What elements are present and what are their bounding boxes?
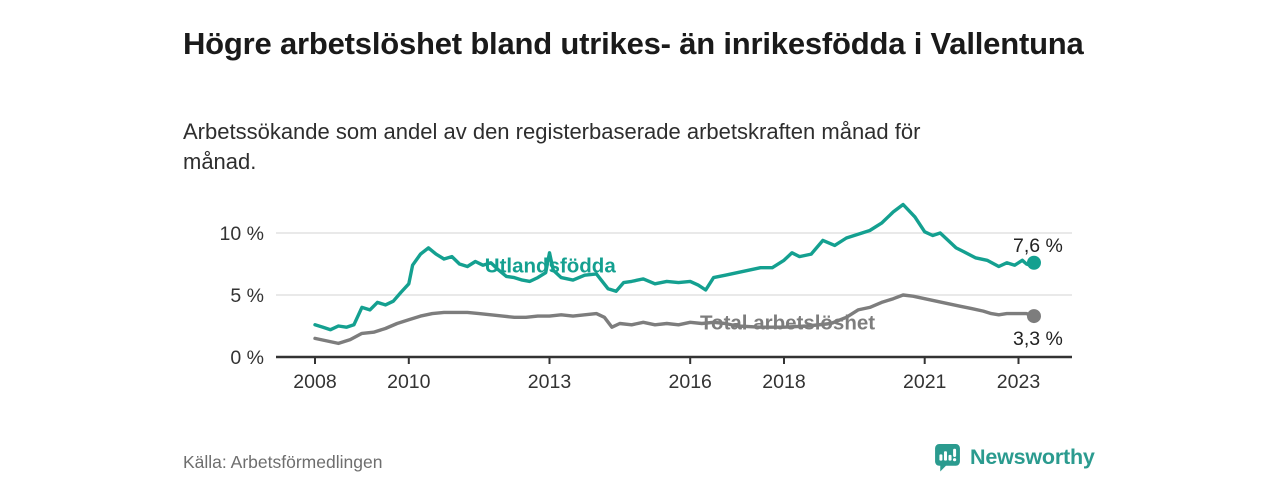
y-tick-label: 5 % bbox=[230, 285, 264, 307]
newsworthy-logo: Newsworthy bbox=[934, 443, 1095, 472]
series-label-total: Total arbetslöshet bbox=[700, 312, 875, 335]
series-label-utlandsfodda: Utlandsfödda bbox=[485, 255, 617, 278]
series-line-utlandsfodda bbox=[313, 202, 1036, 332]
chart-title: Högre arbetslöshet bland utrikes- än inr… bbox=[183, 25, 1084, 61]
x-tick-label: 2008 bbox=[293, 371, 336, 393]
series-end-dot-utlandsfodda bbox=[1026, 255, 1041, 270]
speech-bubble-bar-chart-icon bbox=[935, 444, 960, 472]
chart-subtitle: Arbetssökande som andel av den registerb… bbox=[183, 119, 921, 174]
x-tick-label: 2018 bbox=[762, 371, 805, 393]
x-tick-label: 2013 bbox=[528, 371, 571, 393]
y-tick-label: 0 % bbox=[230, 347, 264, 369]
x-tick-label: 2023 bbox=[997, 371, 1040, 393]
y-tick-label: 10 % bbox=[220, 223, 264, 245]
x-tick-label: 2016 bbox=[669, 371, 712, 393]
series-end-dot-total bbox=[1026, 309, 1041, 324]
x-tick-label: 2010 bbox=[387, 371, 431, 393]
series-end-value-utlandsfodda: 7,6 % bbox=[1013, 235, 1063, 257]
series-line-total bbox=[313, 293, 1036, 346]
series-end-value-total: 3,3 % bbox=[1013, 328, 1063, 350]
source-note: Källa: Arbetsförmedlingen bbox=[183, 452, 383, 472]
newsworthy-wordmark: Newsworthy bbox=[970, 445, 1095, 469]
x-tick-label: 2021 bbox=[903, 371, 946, 393]
